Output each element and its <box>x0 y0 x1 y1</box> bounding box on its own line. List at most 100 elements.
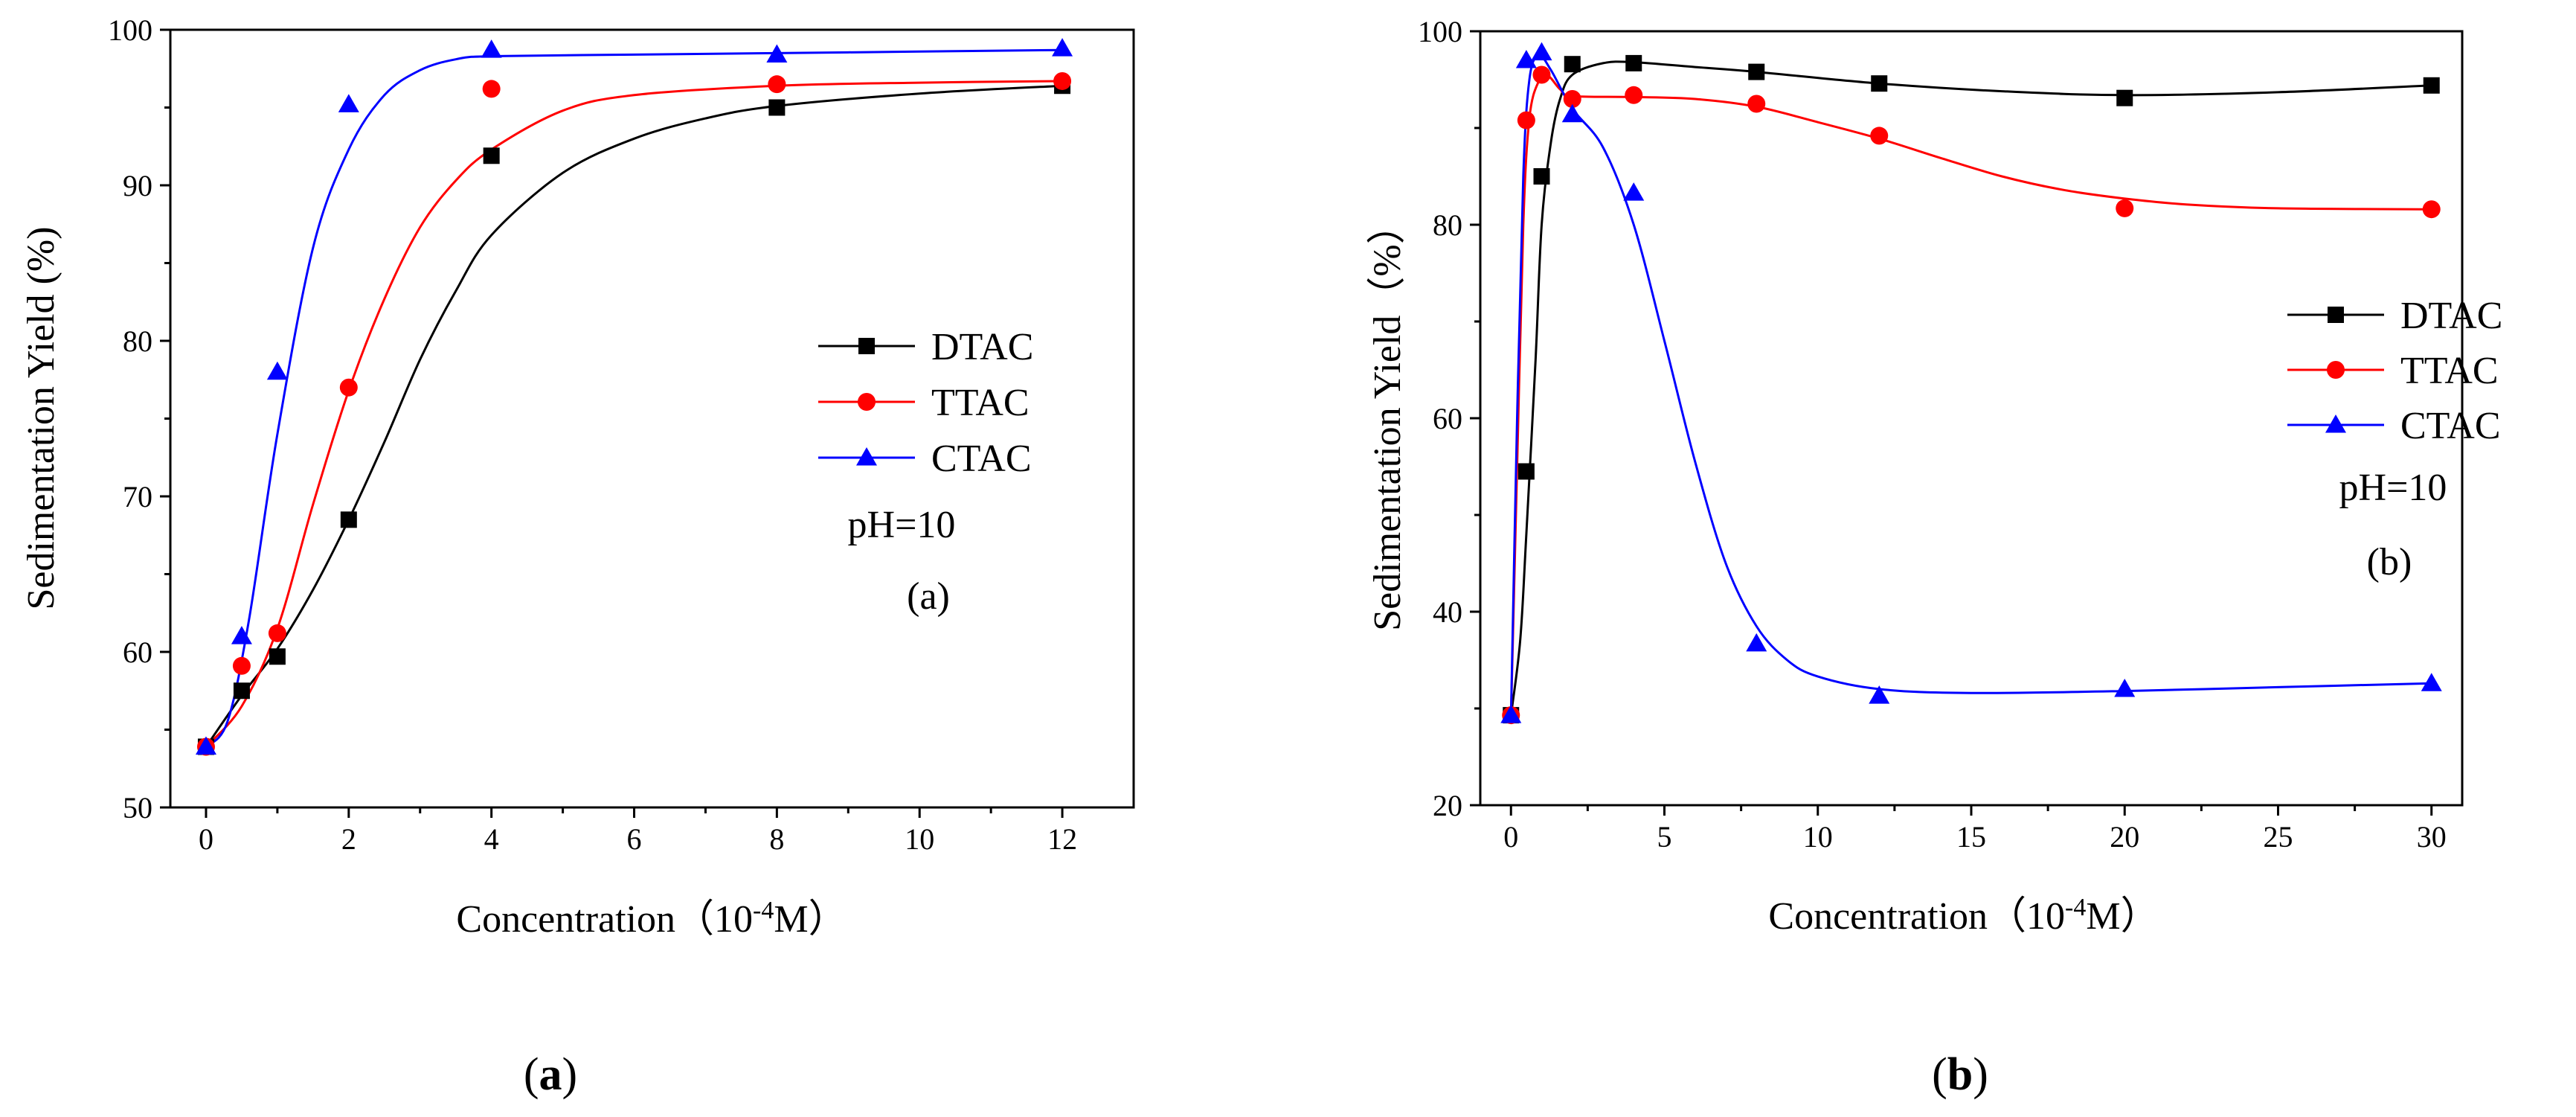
chart-b-annotation-ph: pH=10 <box>2339 467 2447 509</box>
data-point-ttac <box>1532 65 1551 84</box>
series-curve-dtac <box>1509 60 2432 716</box>
y-tick-label: 80 <box>1433 208 1462 242</box>
data-point-ttac <box>482 80 501 98</box>
series-curve-ttac <box>205 80 1063 748</box>
data-point-ctac <box>231 626 252 644</box>
data-point-ttac <box>1625 86 1643 104</box>
chart-b-x-axis-title: Concentration（10-4M） <box>1768 894 2159 938</box>
chart-b-points <box>1500 42 2442 725</box>
data-point-ttac <box>1517 111 1535 129</box>
legend-label-ttac: TTAC <box>2400 350 2499 392</box>
chart-a-x-axis-title: Concentration（10-4M） <box>456 897 847 941</box>
data-point-dtac <box>1871 75 1888 92</box>
legend-label-ctac: CTAC <box>931 438 1032 480</box>
data-point-dtac <box>1748 63 1765 80</box>
legend-label-ttac: TTAC <box>931 382 1030 424</box>
legend-marker-ttac <box>2327 361 2345 379</box>
chart-a-legend: DTAC TTAC CTAC <box>818 326 1033 480</box>
data-point-ctac <box>1515 50 1537 68</box>
data-point-dtac <box>2116 89 2133 106</box>
chart-b: 0 5 10 15 20 25 30 20 40 60 80 100 DTAC TTAC CTAC pH=… <box>1366 15 2502 938</box>
data-point-ctac <box>481 39 502 58</box>
chart-a-axes: 0 2 4 6 8 10 12 50 60 70 80 90 100 <box>108 13 1077 856</box>
y-tick-label: 80 <box>123 324 152 358</box>
x-tick-label: 15 <box>1956 820 1986 854</box>
y-tick-label: 60 <box>123 636 152 669</box>
data-point-ttac <box>1870 127 1889 145</box>
y-tick-label: 100 <box>108 13 152 47</box>
series-curve-ctac <box>205 48 1063 748</box>
chart-a-y-axis-title: Sedimentation Yield (%) <box>20 226 62 609</box>
data-point-ttac <box>1747 95 1766 113</box>
chart-b-annotation-label: (b) <box>2367 541 2412 583</box>
x-tick-label: 4 <box>484 822 499 856</box>
data-point-dtac <box>1625 54 1642 71</box>
data-point-ctac <box>195 736 216 755</box>
data-point-ctac <box>2114 679 2136 697</box>
data-point-ttac <box>232 656 251 675</box>
series-curve-ctac <box>1509 54 2432 716</box>
y-tick-label: 60 <box>1433 402 1462 435</box>
data-point-ctac <box>1561 103 1583 123</box>
chart-b-plot-frame <box>1479 30 2464 807</box>
data-point-ttac <box>2422 200 2441 219</box>
data-point-ttac <box>2116 199 2134 217</box>
chart-b-axes: 0 5 10 15 20 25 30 20 40 60 80 100 <box>1418 15 2447 854</box>
caption-b: (b) <box>1932 1049 1988 1100</box>
x-tick-label: 5 <box>1657 820 1672 854</box>
data-point-dtac <box>1533 168 1550 185</box>
chart-a-annotation-label: (a) <box>907 575 950 618</box>
legend-marker-ctac <box>2325 415 2346 433</box>
x-tick-label: 12 <box>1047 822 1077 856</box>
data-point-ttac <box>339 378 358 397</box>
x-tick-label: 10 <box>905 822 934 856</box>
data-point-ctac <box>2421 673 2442 691</box>
y-tick-label: 90 <box>123 169 152 202</box>
data-point-ttac <box>1053 71 1072 90</box>
data-point-dtac <box>768 99 786 116</box>
y-tick-label: 40 <box>1433 595 1462 629</box>
data-point-dtac <box>2423 77 2440 94</box>
x-tick-label: 0 <box>1503 820 1518 854</box>
legend-label-dtac: DTAC <box>931 326 1033 368</box>
legend-label-dtac: DTAC <box>2400 295 2502 337</box>
x-tick-label: 0 <box>199 822 213 856</box>
data-point-dtac <box>340 511 357 528</box>
chart-a-annotation-ph: pH=10 <box>848 504 956 546</box>
series-curve-ttac <box>1509 74 2432 716</box>
chart-b-curves <box>1509 54 2432 716</box>
chart-a: 0 2 4 6 8 10 12 50 60 70 80 90 100 DTAC TTAC CTAC pH=1… <box>20 13 1135 941</box>
legend-marker-dtac <box>858 338 875 354</box>
data-point-ctac <box>338 94 359 112</box>
legend-marker-dtac <box>2328 307 2344 323</box>
chart-b-legend: DTAC TTAC CTAC <box>2287 295 2502 447</box>
data-point-dtac <box>233 682 250 700</box>
data-point-dtac <box>1564 56 1581 73</box>
data-point-dtac <box>269 648 286 665</box>
data-point-ctac <box>1746 633 1767 652</box>
data-point-ctac <box>1500 705 1522 723</box>
data-point-ctac <box>1531 42 1552 61</box>
chart-b-y-axis-title: Sedimentation Yield（%） <box>1366 205 1409 630</box>
x-tick-label: 30 <box>2417 820 2447 854</box>
data-point-ttac <box>268 624 286 642</box>
legend-marker-ctac <box>856 447 877 466</box>
x-tick-label: 2 <box>341 822 356 856</box>
y-tick-label: 100 <box>1418 15 1462 48</box>
x-tick-label: 25 <box>2264 820 2293 854</box>
x-tick-label: 10 <box>1803 820 1833 854</box>
data-point-dtac <box>1517 463 1535 480</box>
data-point-ctac <box>766 44 788 63</box>
x-tick-label: 20 <box>2110 820 2139 854</box>
legend-marker-ttac <box>858 393 876 411</box>
data-point-ttac <box>768 75 786 94</box>
data-point-ctac <box>1623 182 1645 201</box>
x-tick-label: 8 <box>769 822 784 856</box>
legend-label-ctac: CTAC <box>2400 405 2501 447</box>
data-point-ctac <box>266 361 288 380</box>
y-tick-label: 70 <box>123 480 152 513</box>
data-point-dtac <box>483 147 500 164</box>
y-tick-label: 50 <box>123 791 152 825</box>
y-tick-label: 20 <box>1433 789 1462 822</box>
